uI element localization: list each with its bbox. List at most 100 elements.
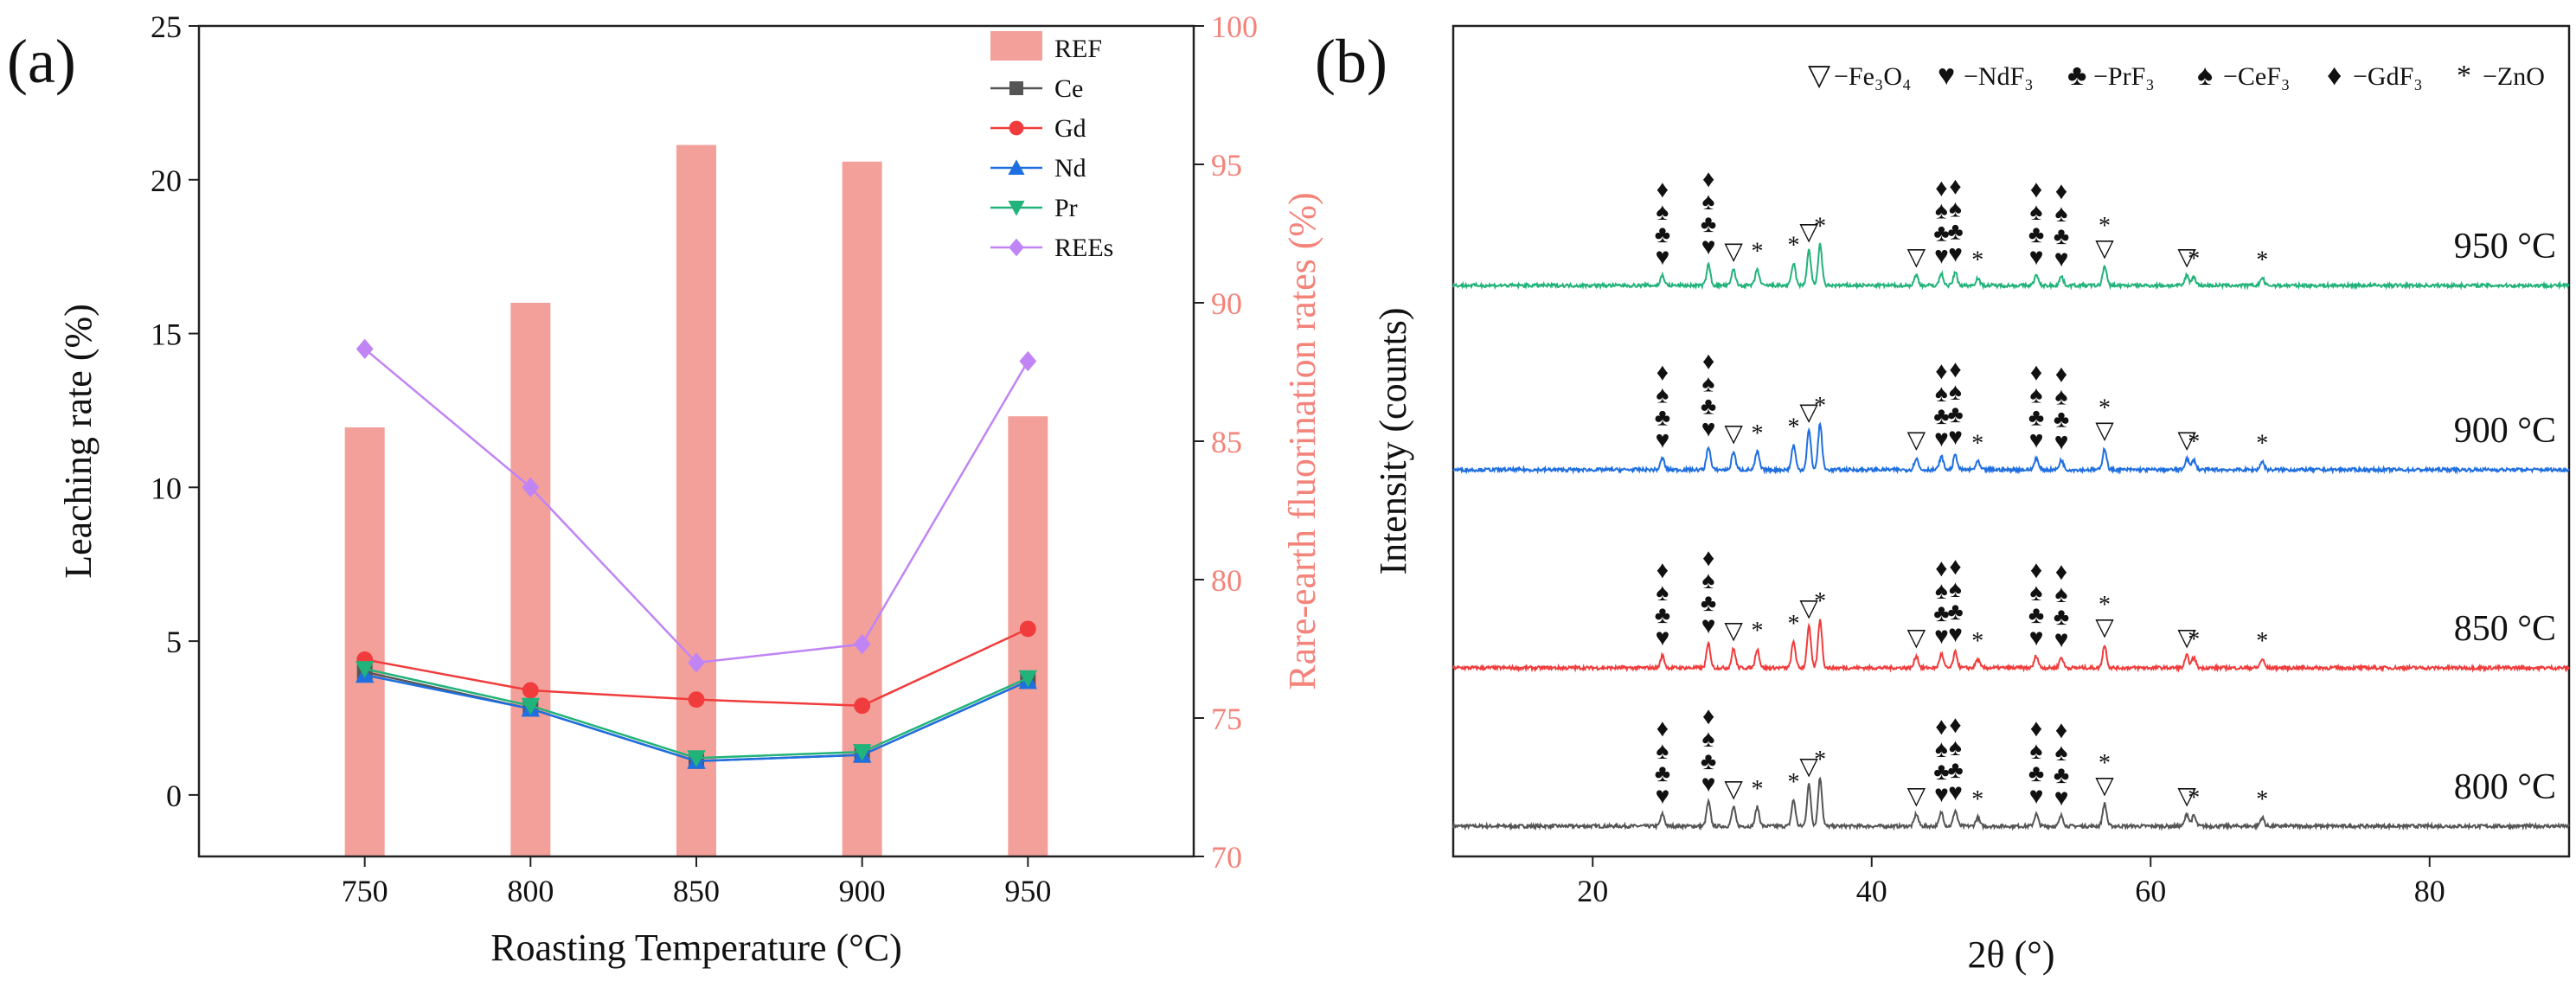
legend-label: Gd [1054, 114, 1086, 143]
peak-marker: ♣ [1947, 219, 1963, 246]
legend-label: Nd [1054, 154, 1086, 183]
y-tick-label: 15 [151, 317, 182, 352]
peak-marker: ♦ [2055, 178, 2067, 205]
peak-marker: ♣ [2028, 602, 2044, 629]
peak-marker: ♠ [2055, 740, 2068, 766]
x-tick-label-b: 40 [1856, 874, 1887, 908]
peak-marker: ▽ [2177, 427, 2196, 454]
peak-marker: ♦ [1949, 554, 1961, 580]
peak-marker: ♠ [1935, 381, 1948, 407]
data-point-pr [852, 744, 872, 761]
peak-marker: ♣ [1655, 221, 1670, 248]
peak-marker: ♠ [1949, 379, 1962, 406]
peak-marker: ♠ [2055, 201, 2068, 228]
peak-marker: ♠ [1656, 580, 1669, 606]
legend-phase-label: −ZnO [2483, 62, 2545, 91]
data-point-rees [688, 652, 705, 673]
peak-marker: ▽ [1799, 754, 1818, 780]
peak-marker: ♥ [1934, 242, 1949, 269]
legend-label: REEs [1054, 234, 1113, 262]
peak-marker: * [2256, 786, 2268, 813]
peak-marker: ♠ [1656, 199, 1669, 226]
y2-tick-label: 100 [1211, 10, 1258, 44]
x-tick-label: 950 [1004, 874, 1051, 908]
data-point-gd [854, 697, 871, 715]
xrd-trace [1452, 619, 2570, 673]
legend-marker-nd [1008, 159, 1025, 175]
peak-marker: * [1752, 420, 1764, 447]
peak-marker: ♣ [1701, 211, 1716, 238]
data-point-gd [1019, 620, 1036, 638]
trace-label: 800 °C [2454, 767, 2556, 807]
trace-label: 850 °C [2454, 609, 2556, 649]
peak-marker: ▽ [2095, 235, 2114, 262]
leaching-lines [355, 338, 1038, 769]
y2-tick-label: 70 [1211, 840, 1242, 875]
legend-symbol: ♦ [2327, 60, 2342, 92]
peak-marker: * [2099, 213, 2111, 240]
ref-bar [510, 303, 551, 856]
peak-marker: ♦ [1949, 174, 1961, 201]
peak-marker: ♦ [1935, 555, 1947, 582]
peak-marker: ♠ [1949, 734, 1962, 761]
peak-marker: ♠ [2055, 581, 2068, 608]
legend-marker-rees [1009, 238, 1024, 257]
peak-marker: ♠ [2030, 580, 2043, 606]
y-tick-label: 20 [151, 164, 182, 198]
y2-axis-label-a: Rare-earth fluorination rates (%) [1281, 192, 1323, 689]
peak-marker: ♠ [1935, 197, 1948, 224]
peak-marker: ♥ [1948, 779, 1963, 806]
peak-marker: * [1752, 238, 1764, 265]
peak-marker: ♥ [1948, 621, 1963, 648]
peak-marker: ♥ [1701, 415, 1716, 442]
xrd-trace [1452, 776, 2570, 831]
peak-marker: * [1814, 213, 1826, 240]
data-point-rees [522, 477, 540, 498]
panel-a-chart: (a) 0 5 10 15 20 25 70 75 80 85 90 95 100 750 800 850… [7, 10, 1323, 969]
peak-marker: ♠ [2030, 199, 2043, 226]
y2-tick-label: 75 [1211, 702, 1242, 736]
right-axis-ticks: 70 75 80 85 90 95 100 [1194, 10, 1258, 875]
x-axis-label-b: 2θ (°) [1968, 933, 2055, 976]
data-point-rees [853, 633, 871, 655]
peak-marker: ▽ [2095, 773, 2114, 799]
legend-phase-label: −GdF₃ [2353, 62, 2423, 91]
legend-symbol: * [2457, 60, 2471, 92]
peak-marker: ♣ [2028, 405, 2044, 432]
peak-marker: ▽ [1724, 420, 1743, 447]
legend-symbol: ♥ [1938, 60, 1955, 92]
peak-marker: ▽ [1799, 399, 1818, 426]
peak-marker: ♣ [2054, 762, 2069, 789]
peak-marker: ♦ [1949, 356, 1961, 383]
legend-marker-ce [1009, 81, 1023, 95]
peak-marker: ♦ [1656, 557, 1669, 584]
peak-marker: ♥ [1656, 244, 1670, 271]
peak-marker: * [1787, 769, 1799, 796]
peak-marker: ♠ [1702, 568, 1715, 594]
legend-phase-label: −NdF₃ [1964, 62, 2034, 91]
data-point-rees [356, 338, 374, 360]
peak-marker: * [2188, 246, 2200, 273]
peak-marker: ♣ [2028, 221, 2044, 248]
peak-marker: ♦ [1656, 360, 1669, 387]
y-axis-label-a: Leaching rate (%) [57, 304, 99, 579]
panel-b-label: (b) [1315, 27, 1387, 96]
peak-marker: ♠ [1656, 738, 1669, 765]
peak-marker: ♦ [1935, 175, 1947, 202]
ref-bar [842, 161, 882, 857]
peak-marker: ♦ [1702, 348, 1714, 375]
peak-marker: ♠ [1949, 196, 1962, 223]
peak-marker: ▽ [2095, 417, 2114, 444]
peak-marker: ▽ [1907, 427, 1926, 454]
legend-symbol: ♠ [2197, 60, 2213, 92]
peak-marker: ♥ [2029, 427, 2044, 454]
legend-phase-label: −PrF₃ [2093, 62, 2155, 91]
peak-marker: ♦ [1935, 358, 1947, 385]
peak-marker: ♦ [1656, 176, 1669, 203]
y-axis-label-b: Intensity (counts) [1372, 307, 1414, 574]
peak-marker: ♣ [2054, 407, 2069, 433]
peak-marker: * [2099, 750, 2111, 777]
peak-marker: ♦ [2030, 176, 2042, 203]
peak-marker: ▽ [2177, 244, 2196, 271]
peak-marker: ♠ [1935, 578, 1948, 605]
